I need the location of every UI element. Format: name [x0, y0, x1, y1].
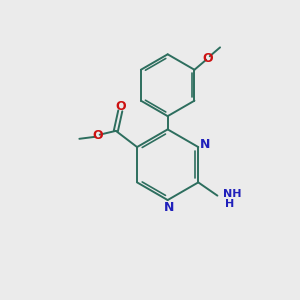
Text: H: H: [225, 199, 234, 209]
Text: NH: NH: [223, 189, 241, 199]
Text: N: N: [164, 201, 174, 214]
Text: N: N: [200, 138, 210, 151]
Text: O: O: [202, 52, 213, 65]
Text: O: O: [92, 129, 103, 142]
Text: O: O: [115, 100, 126, 113]
